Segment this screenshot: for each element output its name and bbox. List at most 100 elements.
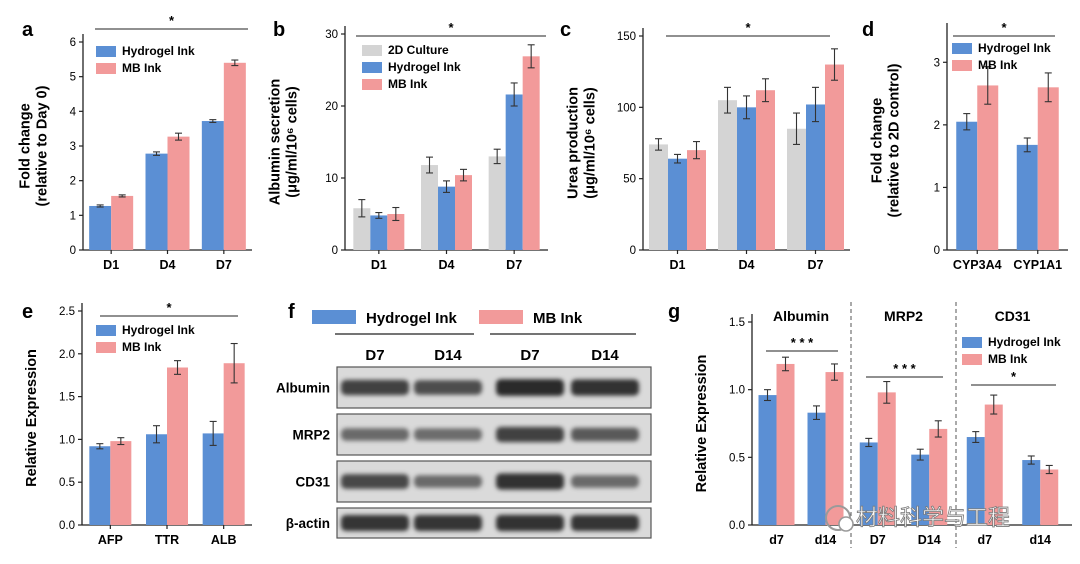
panel-letter-f: f — [288, 301, 295, 323]
western-blot-f: Hydrogel Ink MB Ink D7 D14 D7 D14 Albumin MRP2 C… — [276, 310, 652, 539]
legend-swatch — [362, 45, 382, 56]
chart-c: 0 50 100 150 Urea production (μg/ml/10⁶ cells… — [566, 20, 850, 272]
x-tick-label: d14 — [1029, 533, 1051, 547]
bar — [223, 363, 245, 525]
legend-label: MB Ink — [533, 310, 583, 327]
x-tick-label: d7 — [977, 533, 992, 547]
legend-swatch — [962, 354, 982, 365]
blot-band — [496, 426, 564, 443]
chart-g: 0.0 0.5 1.0 1.5 Relative Expression d7 d14 Albu… — [694, 302, 1072, 548]
y-tick-label: 150 — [617, 31, 636, 43]
y-axis-label: Albumin secretion — [268, 79, 284, 206]
legend-swatch — [96, 325, 116, 336]
bar — [438, 186, 455, 250]
blot-row-label: CD31 — [295, 475, 330, 490]
bar — [370, 215, 388, 250]
x-tick-label: D4 — [160, 258, 176, 272]
chart-d: 0 1 2 3 Fold change (relative to 2D control) C… — [870, 20, 1068, 272]
blot-band — [496, 473, 564, 490]
wechat-icon-bubble — [838, 516, 854, 532]
bar — [776, 363, 795, 525]
chart-e: 0.0 0.5 1.0 1.5 2.0 2.5 Relative Expression AFP… — [24, 300, 252, 547]
bar — [787, 128, 806, 250]
y-tick-label: 1.5 — [59, 392, 75, 404]
legend-label: Hydrogel Ink — [978, 41, 1051, 55]
x-tick-label: CYP1A1 — [1013, 258, 1062, 272]
y-tick-label: 4 — [70, 106, 77, 118]
x-tick-label: D7 — [216, 258, 232, 272]
legend-label: Hydrogel Ink — [388, 60, 461, 74]
x-tick-label: TTR — [155, 533, 179, 547]
significance-marker: * — [1011, 369, 1017, 384]
bar — [668, 158, 687, 250]
legend-label: MB Ink — [122, 61, 162, 75]
significance-marker: * — [1001, 20, 1007, 35]
bar — [649, 144, 668, 250]
bar — [89, 205, 112, 250]
bar — [505, 94, 523, 250]
bar — [223, 62, 246, 250]
bar — [756, 90, 775, 250]
y-tick-label: 2 — [934, 120, 940, 132]
y-tick-label: 2 — [70, 176, 76, 188]
panel-letter-d: d — [862, 19, 874, 41]
legend-label: MB Ink — [388, 77, 428, 91]
y-axis-label: (relative to 2D control) — [887, 63, 903, 217]
bar — [387, 214, 405, 250]
legend-label: MB Ink — [978, 58, 1018, 72]
legend-swatch — [96, 46, 116, 57]
x-tick-label: CYP3A4 — [953, 258, 1002, 272]
bar — [421, 165, 438, 250]
watermark: 材料科学与工程 — [825, 505, 1010, 532]
group-title: Albumin — [773, 308, 829, 324]
legend-label: MB Ink — [122, 340, 162, 354]
legend-swatch — [962, 337, 982, 348]
y-tick-label: 2.0 — [59, 349, 75, 361]
bar — [167, 367, 188, 525]
lane-label: D14 — [591, 347, 619, 364]
panel-letter-b: b — [273, 19, 285, 41]
y-tick-label: 2.5 — [59, 306, 75, 318]
y-tick-label: 100 — [617, 102, 636, 114]
blot-band — [571, 475, 639, 488]
blot-band — [414, 475, 482, 488]
y-tick-label: 1 — [934, 182, 940, 194]
bar — [1037, 87, 1059, 250]
bar — [89, 446, 111, 525]
x-tick-label: ALB — [211, 533, 237, 547]
y-tick-label: 3 — [934, 57, 940, 69]
bar — [956, 121, 978, 250]
blot-band — [571, 427, 639, 442]
bar — [859, 442, 878, 525]
bar — [110, 441, 132, 525]
x-tick-label: D4 — [439, 258, 455, 272]
panel-letter-a: a — [22, 19, 34, 41]
significance-marker: * — [745, 20, 751, 35]
blot-row-label: β-actin — [286, 516, 330, 531]
bar — [806, 104, 825, 250]
y-axis-label: Urea production — [566, 87, 582, 199]
blot-panel — [336, 507, 652, 539]
y-tick-label: 20 — [325, 101, 338, 113]
legend-label: Hydrogel Ink — [988, 335, 1061, 349]
x-tick-label: D1 — [670, 258, 686, 272]
group-title: MRP2 — [884, 308, 923, 324]
y-tick-label: 50 — [623, 174, 636, 186]
y-axis-label: (relative to Day 0) — [35, 85, 51, 206]
bar — [825, 372, 844, 525]
blot-band — [341, 474, 409, 489]
y-tick-label: 0.0 — [729, 520, 745, 532]
legend-label: MB Ink — [988, 352, 1028, 366]
y-tick-label: 1.0 — [729, 385, 745, 397]
significance-marker: * * * — [791, 335, 814, 350]
bar — [111, 195, 134, 250]
y-axis-label: Fold change — [870, 98, 886, 183]
y-tick-label: 0 — [70, 245, 76, 257]
x-tick-label: D4 — [739, 258, 755, 272]
x-tick-label: D14 — [918, 533, 941, 547]
bar — [146, 434, 167, 525]
y-tick-label: 0 — [630, 245, 636, 257]
blot-band — [341, 379, 409, 396]
y-tick-label: 30 — [325, 29, 338, 41]
bar — [807, 412, 826, 525]
